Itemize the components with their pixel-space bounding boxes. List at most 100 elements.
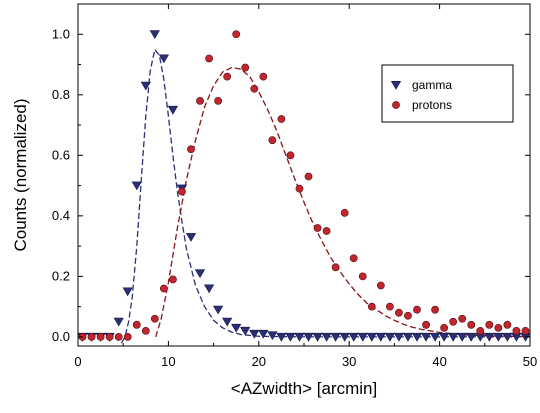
- protons-point: [223, 72, 232, 81]
- data-markers: [78, 30, 530, 342]
- gamma-point: [212, 305, 224, 315]
- gamma-point: [330, 332, 341, 342]
- gamma-point: [339, 332, 350, 342]
- x-tick-label: 50: [523, 354, 537, 369]
- protons-point: [268, 136, 277, 145]
- protons-point: [159, 284, 168, 293]
- gamma-point: [267, 331, 278, 341]
- gamma-point: [448, 332, 459, 342]
- protons-point: [376, 281, 385, 290]
- protons-point: [331, 263, 340, 272]
- protons-fit-curve: [155, 66, 530, 338]
- protons-point: [196, 96, 204, 105]
- protons-point: [214, 96, 223, 105]
- protons-point: [132, 320, 141, 329]
- protons-point: [440, 323, 449, 332]
- gamma-point: [484, 332, 495, 342]
- protons-point: [304, 172, 313, 181]
- x-tick-label: 40: [432, 354, 446, 369]
- gamma-point: [149, 30, 160, 39]
- y-tick-label: 0.6: [52, 147, 70, 162]
- protons-point: [114, 333, 123, 341]
- protons-point: [169, 275, 177, 284]
- gamma-point: [312, 332, 323, 342]
- protons-point: [232, 30, 241, 39]
- protons-point: [449, 317, 458, 326]
- gamma-point: [113, 317, 124, 327]
- y-tick-label: 0.0: [52, 329, 70, 344]
- protons-point: [413, 305, 421, 314]
- gamma-point: [285, 332, 296, 342]
- gamma-point: [502, 332, 513, 342]
- protons-point: [422, 320, 430, 329]
- protons-point: [349, 254, 358, 263]
- gamma-point: [375, 332, 386, 342]
- gamma-point: [438, 332, 450, 342]
- protons-point: [205, 54, 213, 63]
- protons-point: [295, 184, 304, 193]
- protons-point: [259, 72, 268, 81]
- protons-point: [458, 314, 467, 323]
- protons-point: [404, 311, 412, 320]
- gamma-point: [366, 332, 377, 342]
- gamma-point: [258, 329, 269, 339]
- gamma-point: [122, 287, 133, 297]
- gamma-point: [294, 332, 305, 342]
- x-axis-title: <AZwidth> [arcmin]: [231, 379, 377, 398]
- gamma-point: [249, 329, 260, 339]
- protons-point: [250, 84, 259, 93]
- legend-label-gamma: gamma: [412, 78, 452, 92]
- x-tick-label: 10: [161, 354, 175, 369]
- protons-point: [367, 302, 376, 311]
- legend-box: [381, 64, 514, 123]
- protons-point: [322, 227, 331, 235]
- x-tick-label: 30: [342, 354, 356, 369]
- protons-legend-marker: [392, 101, 400, 109]
- protons-point: [395, 308, 403, 317]
- gamma-point: [384, 332, 396, 342]
- gamma-point: [158, 54, 170, 64]
- y-tick-label: 1.0: [52, 26, 70, 41]
- gamma-point: [140, 81, 151, 91]
- gamma-point: [231, 323, 242, 333]
- x-axis: 0 10 20 30 40 50: [74, 4, 537, 369]
- protons-point: [521, 326, 530, 335]
- protons-point: [241, 63, 250, 72]
- gamma-point: [393, 332, 405, 342]
- gamma-point: [131, 181, 142, 191]
- gamma-point: [420, 332, 432, 342]
- protons-point: [87, 333, 96, 341]
- protons-point: [277, 115, 286, 123]
- protons-point: [96, 333, 105, 341]
- gamma-point: [203, 284, 215, 294]
- protons-point: [313, 224, 322, 232]
- protons-point: [494, 323, 503, 332]
- protons-point: [141, 326, 150, 335]
- gamma-legend-marker: [390, 81, 402, 90]
- protons-point: [178, 187, 186, 196]
- legend-label-protons: protons: [412, 98, 452, 112]
- gamma-point: [493, 332, 504, 342]
- gamma-point: [276, 332, 287, 342]
- y-tick-label: 0.8: [52, 87, 70, 102]
- legend: gamma protons: [381, 64, 514, 123]
- protons-point: [512, 326, 521, 335]
- gamma-point: [357, 332, 368, 342]
- protons-point: [286, 151, 295, 160]
- x-tick-label: 20: [252, 354, 266, 369]
- gamma-point: [429, 332, 441, 342]
- protons-point: [123, 333, 132, 341]
- gamma-point: [167, 105, 179, 115]
- protons-point: [503, 320, 512, 329]
- y-tick-label: 0.4: [52, 208, 70, 223]
- protons-point: [385, 302, 394, 311]
- y-axis-title: Counts (normalized): [11, 98, 30, 251]
- gamma-point: [222, 317, 233, 327]
- x-tick-label: 0: [74, 354, 81, 369]
- gamma-point: [321, 332, 332, 342]
- plot-frame: [77, 3, 531, 347]
- protons-point: [485, 320, 494, 329]
- gamma-point: [411, 332, 423, 342]
- y-axis: 0.0 0.2 0.4 0.6 0.8 1.0: [52, 26, 530, 344]
